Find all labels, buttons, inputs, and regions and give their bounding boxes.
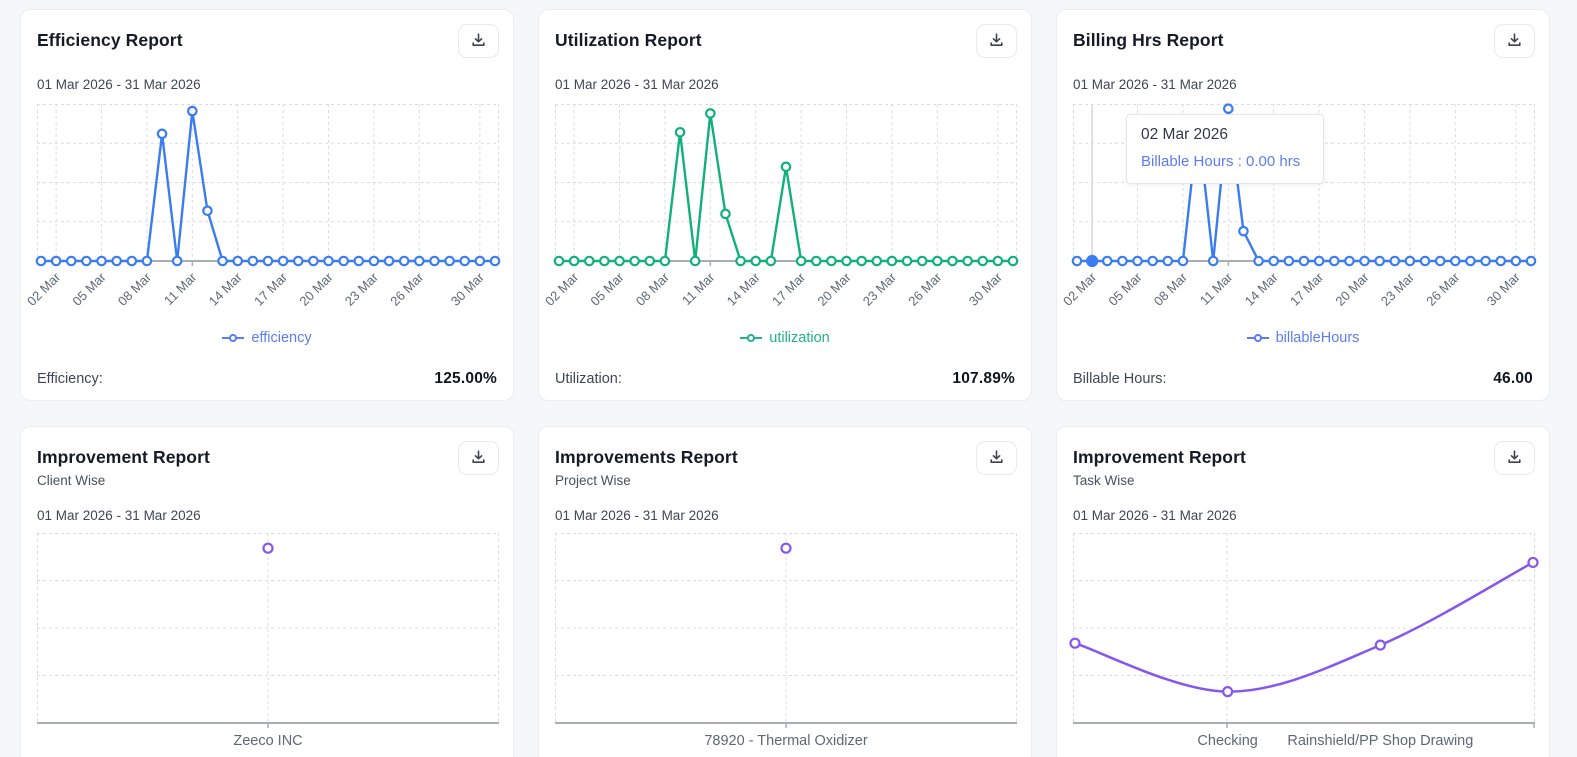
summary-row: Utilization: 107.89% bbox=[555, 370, 1015, 388]
card-subtitle: Project Wise bbox=[555, 473, 631, 488]
download-button[interactable] bbox=[458, 24, 499, 58]
download-icon bbox=[470, 449, 487, 468]
svg-text:05 Mar: 05 Mar bbox=[1105, 269, 1145, 309]
svg-text:30 Mar: 30 Mar bbox=[448, 269, 488, 309]
svg-text:08 Mar: 08 Mar bbox=[1151, 269, 1191, 309]
svg-text:08 Mar: 08 Mar bbox=[633, 269, 673, 309]
summary-value: 125.00% bbox=[434, 370, 497, 387]
efficiency-report-card: Efficiency Report 01 Mar 2026 - 31 Mar 2… bbox=[20, 9, 514, 401]
improvements-report-project-card: Improvements Report Project Wise 01 Mar … bbox=[538, 426, 1032, 757]
legend-utilization[interactable]: utilization bbox=[555, 330, 1015, 346]
svg-text:14 Mar: 14 Mar bbox=[1242, 269, 1282, 309]
date-range: 01 Mar 2026 - 31 Mar 2026 bbox=[555, 508, 719, 523]
client-improvement-chart[interactable]: Zeeco INC bbox=[37, 533, 499, 757]
improvement-report-client-card: Improvement Report Client Wise 01 Mar 20… bbox=[20, 426, 514, 757]
svg-text:11 Mar: 11 Mar bbox=[1197, 269, 1236, 308]
project-improvement-chart[interactable]: 78920 - Thermal Oxidizer bbox=[555, 533, 1017, 757]
legend-label: efficiency bbox=[251, 330, 312, 346]
task-improvement-chart[interactable]: Checking Rainshield/PP Shop Drawing bbox=[1069, 533, 1539, 757]
card-title: Improvement Report bbox=[37, 447, 210, 467]
svg-text:05 Mar: 05 Mar bbox=[587, 269, 627, 309]
svg-text:Zeeco INC: Zeeco INC bbox=[233, 733, 302, 749]
card-subtitle: Client Wise bbox=[37, 473, 106, 488]
svg-text:23 Mar: 23 Mar bbox=[860, 269, 900, 309]
download-icon bbox=[988, 449, 1005, 468]
svg-text:20 Mar: 20 Mar bbox=[814, 269, 854, 309]
legend-label: utilization bbox=[769, 330, 830, 346]
efficiency-chart[interactable]: 02 Mar 05 Mar 08 Mar 11 Mar 14 Mar 17 Mar 20 M… bbox=[24, 104, 501, 318]
svg-text:11 Mar: 11 Mar bbox=[679, 269, 718, 308]
svg-text:02 Mar: 02 Mar bbox=[542, 269, 582, 309]
billing-hours-chart[interactable]: 02 Mar 05 Mar 08 Mar 11 Mar 14 Mar 17 Mar 20 M… bbox=[1060, 103, 1537, 318]
download-icon bbox=[1506, 449, 1523, 468]
svg-text:23 Mar: 23 Mar bbox=[342, 269, 382, 309]
svg-text:05 Mar: 05 Mar bbox=[69, 269, 109, 309]
svg-text:20 Mar: 20 Mar bbox=[1332, 269, 1372, 309]
summary-row: Efficiency: 125.00% bbox=[37, 370, 497, 388]
download-button[interactable] bbox=[458, 441, 499, 475]
utilization-report-card: Utilization Report 01 Mar 2026 - 31 Mar … bbox=[538, 9, 1032, 401]
svg-text:02 Mar: 02 Mar bbox=[24, 269, 64, 309]
download-button[interactable] bbox=[1494, 24, 1535, 58]
legend-billable-hours[interactable]: billableHours bbox=[1073, 330, 1533, 346]
svg-text:08 Mar: 08 Mar bbox=[115, 269, 155, 309]
svg-text:26 Mar: 26 Mar bbox=[387, 269, 427, 309]
card-title: Utilization Report bbox=[555, 30, 702, 50]
svg-text:Rainshield/PP Shop Drawing: Rainshield/PP Shop Drawing bbox=[1287, 733, 1473, 749]
tooltip-date: 02 Mar 2026 bbox=[1141, 126, 1229, 143]
improvement-report-task-card: Improvement Report Task Wise 01 Mar 2026… bbox=[1056, 426, 1550, 757]
svg-text:20 Mar: 20 Mar bbox=[296, 269, 336, 309]
tooltip-value: Billable Hours : 0.00 hrs bbox=[1141, 153, 1301, 170]
download-icon bbox=[470, 32, 487, 51]
summary-row: Billable Hours: 46.00 bbox=[1073, 370, 1533, 388]
legend-efficiency[interactable]: efficiency bbox=[37, 330, 497, 346]
date-range: 01 Mar 2026 - 31 Mar 2026 bbox=[1073, 508, 1237, 523]
svg-text:26 Mar: 26 Mar bbox=[905, 269, 945, 309]
summary-value: 107.89% bbox=[952, 370, 1015, 387]
legend-marker-icon bbox=[740, 334, 763, 342]
summary-label: Efficiency: bbox=[37, 371, 103, 387]
download-button[interactable] bbox=[1494, 441, 1535, 475]
utilization-chart[interactable]: 02 Mar 05 Mar 08 Mar 11 Mar 14 Mar 17 Mar 20 M… bbox=[542, 104, 1019, 318]
card-title: Improvement Report bbox=[1073, 447, 1246, 467]
date-range: 01 Mar 2026 - 31 Mar 2026 bbox=[1073, 77, 1237, 92]
svg-text:14 Mar: 14 Mar bbox=[206, 269, 246, 309]
card-title: Billing Hrs Report bbox=[1073, 30, 1224, 50]
svg-text:17 Mar: 17 Mar bbox=[251, 269, 291, 309]
svg-text:17 Mar: 17 Mar bbox=[1287, 269, 1327, 309]
svg-text:Checking: Checking bbox=[1197, 733, 1257, 749]
download-icon bbox=[1506, 32, 1523, 51]
svg-text:14 Mar: 14 Mar bbox=[724, 269, 764, 309]
legend-marker-icon bbox=[1246, 334, 1269, 342]
card-title: Improvements Report bbox=[555, 447, 738, 467]
date-range: 01 Mar 2026 - 31 Mar 2026 bbox=[37, 508, 201, 523]
chart-tooltip: 02 Mar 2026 Billable Hours : 0.00 hrs bbox=[1126, 114, 1324, 184]
svg-text:02 Mar: 02 Mar bbox=[1060, 269, 1100, 309]
svg-text:78920 - Thermal Oxidizer: 78920 - Thermal Oxidizer bbox=[704, 733, 868, 749]
date-range: 01 Mar 2026 - 31 Mar 2026 bbox=[555, 77, 719, 92]
summary-label: Utilization: bbox=[555, 371, 622, 387]
svg-text:30 Mar: 30 Mar bbox=[1484, 269, 1524, 309]
download-icon bbox=[988, 32, 1005, 51]
svg-text:23 Mar: 23 Mar bbox=[1378, 269, 1418, 309]
legend-label: billableHours bbox=[1275, 330, 1360, 346]
card-title: Efficiency Report bbox=[37, 30, 183, 50]
billing-hrs-report-card: Billing Hrs Report 01 Mar 2026 - 31 Mar … bbox=[1056, 9, 1550, 401]
legend-marker-icon bbox=[222, 334, 245, 342]
card-subtitle: Task Wise bbox=[1073, 473, 1135, 488]
download-button[interactable] bbox=[976, 441, 1017, 475]
svg-text:17 Mar: 17 Mar bbox=[769, 269, 809, 309]
summary-label: Billable Hours: bbox=[1073, 371, 1167, 387]
summary-value: 46.00 bbox=[1493, 370, 1533, 387]
date-range: 01 Mar 2026 - 31 Mar 2026 bbox=[37, 77, 201, 92]
svg-text:30 Mar: 30 Mar bbox=[966, 269, 1006, 309]
download-button[interactable] bbox=[976, 24, 1017, 58]
svg-text:26 Mar: 26 Mar bbox=[1423, 269, 1463, 309]
svg-text:11 Mar: 11 Mar bbox=[161, 269, 200, 308]
